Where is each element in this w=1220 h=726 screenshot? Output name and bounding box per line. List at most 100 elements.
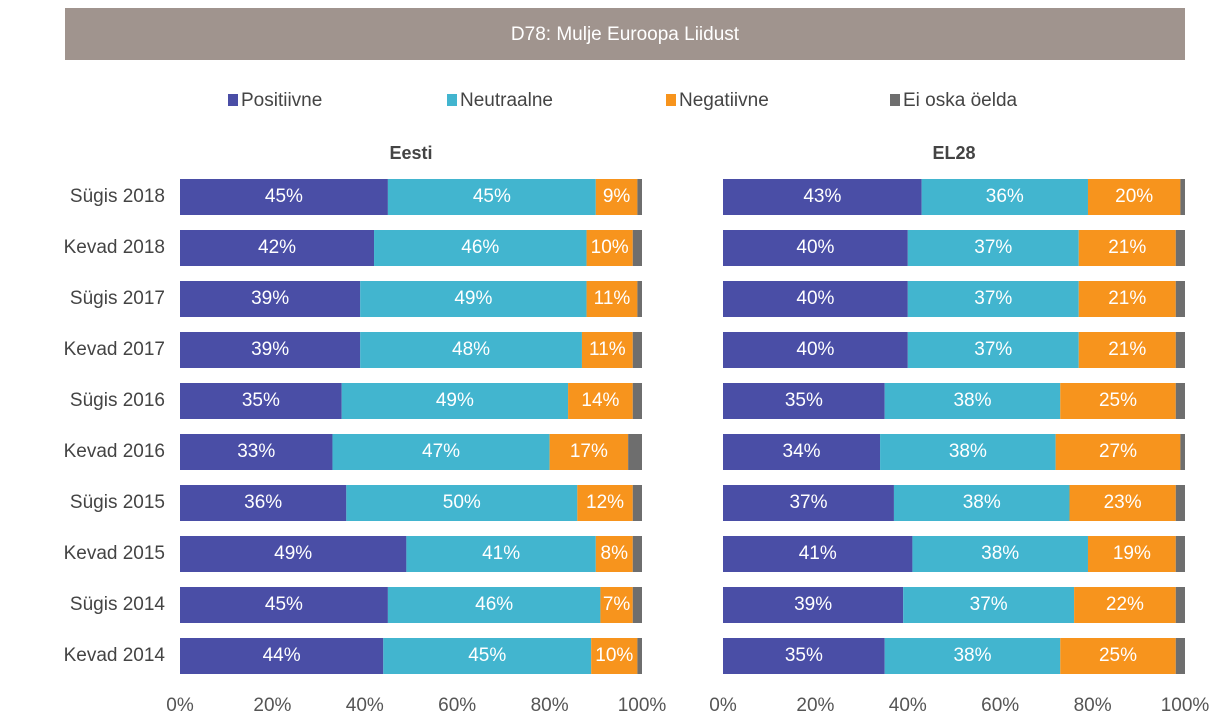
- value-label: 12%: [586, 492, 624, 513]
- bar-segment: [884, 383, 1061, 419]
- bar-segment: [180, 536, 407, 572]
- bar-segment: [360, 281, 587, 317]
- bar-segment: [723, 281, 908, 317]
- bar-segment: [180, 383, 342, 419]
- bar-segment: [387, 179, 596, 215]
- bar-segment: [600, 587, 633, 623]
- value-label: 40%: [796, 288, 834, 309]
- bar-segment: [586, 230, 633, 266]
- bar-segment: [549, 434, 629, 470]
- bar-segment: [632, 230, 642, 266]
- bar-segment: [180, 485, 347, 521]
- value-label: 43%: [803, 186, 841, 207]
- value-label: 42%: [258, 237, 296, 258]
- bar-segment: [880, 434, 1056, 470]
- value-label: 45%: [265, 186, 303, 207]
- x-tick-label: 100%: [618, 695, 667, 716]
- category-label: Sügis 2017: [70, 288, 165, 309]
- category-label: Kevad 2018: [64, 237, 165, 258]
- value-label: 46%: [475, 594, 513, 615]
- value-label: 20%: [1115, 186, 1153, 207]
- bar-segment: [723, 332, 908, 368]
- bar-segment: [1078, 281, 1176, 317]
- value-label: 41%: [482, 543, 520, 564]
- value-label: 38%: [949, 441, 987, 462]
- bar-segment: [637, 179, 642, 215]
- legend-swatch: [666, 94, 676, 106]
- value-label: 35%: [242, 390, 280, 411]
- value-label: 25%: [1099, 645, 1137, 666]
- value-label: 37%: [974, 237, 1012, 258]
- x-tick-label: 20%: [796, 695, 834, 716]
- bar-segment: [723, 485, 894, 521]
- x-tick-label: 100%: [1161, 695, 1210, 716]
- value-label: 9%: [603, 186, 631, 207]
- bar-segment: [1060, 638, 1176, 674]
- bar-segment: [1175, 281, 1185, 317]
- bar-segment: [1180, 434, 1185, 470]
- bar-segment: [637, 281, 642, 317]
- value-label: 49%: [436, 390, 474, 411]
- legend-swatch: [447, 94, 457, 106]
- value-label: 50%: [443, 492, 481, 513]
- x-tick-label: 40%: [346, 695, 384, 716]
- bar-segment: [586, 281, 638, 317]
- value-label: 41%: [799, 543, 837, 564]
- bar-segment: [1069, 485, 1176, 521]
- bar-segment: [383, 638, 592, 674]
- value-label: 11%: [594, 288, 631, 309]
- header-band: [65, 8, 1185, 60]
- value-label: 23%: [1104, 492, 1142, 513]
- bar-segment: [406, 536, 596, 572]
- value-label: 38%: [963, 492, 1001, 513]
- bar-segment: [581, 332, 633, 368]
- category-label: Sügis 2014: [70, 594, 166, 615]
- bar-segment: [723, 638, 885, 674]
- bar-segment: [903, 587, 1075, 623]
- bar-segment: [907, 230, 1079, 266]
- value-label: 44%: [263, 645, 301, 666]
- value-label: 39%: [251, 339, 289, 360]
- legend-label: Neutraalne: [460, 90, 553, 111]
- x-tick-label: 60%: [438, 695, 476, 716]
- bar-segment: [360, 332, 582, 368]
- category-label: Kevad 2017: [64, 339, 165, 360]
- x-tick-label: 40%: [889, 695, 927, 716]
- x-tick-label: 0%: [166, 695, 194, 716]
- value-label: 8%: [601, 543, 629, 564]
- bar-segment: [180, 179, 388, 215]
- bar-segment: [884, 638, 1061, 674]
- bar-segment: [912, 536, 1088, 572]
- category-label: Sügis 2015: [70, 492, 165, 513]
- chart-title: D78: Mulje Euroopa Liidust: [511, 24, 740, 45]
- bar-segment: [387, 587, 601, 623]
- value-label: 7%: [603, 594, 631, 615]
- value-label: 39%: [794, 594, 832, 615]
- value-label: 45%: [265, 594, 303, 615]
- value-label: 10%: [591, 237, 629, 258]
- bar-segment: [632, 332, 642, 368]
- value-label: 40%: [796, 237, 834, 258]
- x-tick-label: 60%: [981, 695, 1019, 716]
- panel-title: EL28: [932, 143, 975, 163]
- bar-segment: [180, 230, 375, 266]
- value-label: 14%: [581, 390, 619, 411]
- legend-swatch: [228, 94, 238, 106]
- bar-segment: [723, 383, 885, 419]
- bar-segment: [568, 383, 633, 419]
- legend-swatch: [890, 94, 900, 106]
- bar-segment: [632, 383, 642, 419]
- bar-segment: [1078, 230, 1176, 266]
- value-label: 37%: [789, 492, 827, 513]
- value-label: 27%: [1099, 441, 1137, 462]
- bar-segment: [332, 434, 550, 470]
- bar-segment: [723, 536, 913, 572]
- panel-title: Eesti: [389, 143, 432, 163]
- value-label: 38%: [981, 543, 1019, 564]
- value-label: 39%: [251, 288, 289, 309]
- value-label: 21%: [1108, 288, 1146, 309]
- x-tick-label: 0%: [709, 695, 737, 716]
- legend-label: Negatiivne: [679, 90, 769, 111]
